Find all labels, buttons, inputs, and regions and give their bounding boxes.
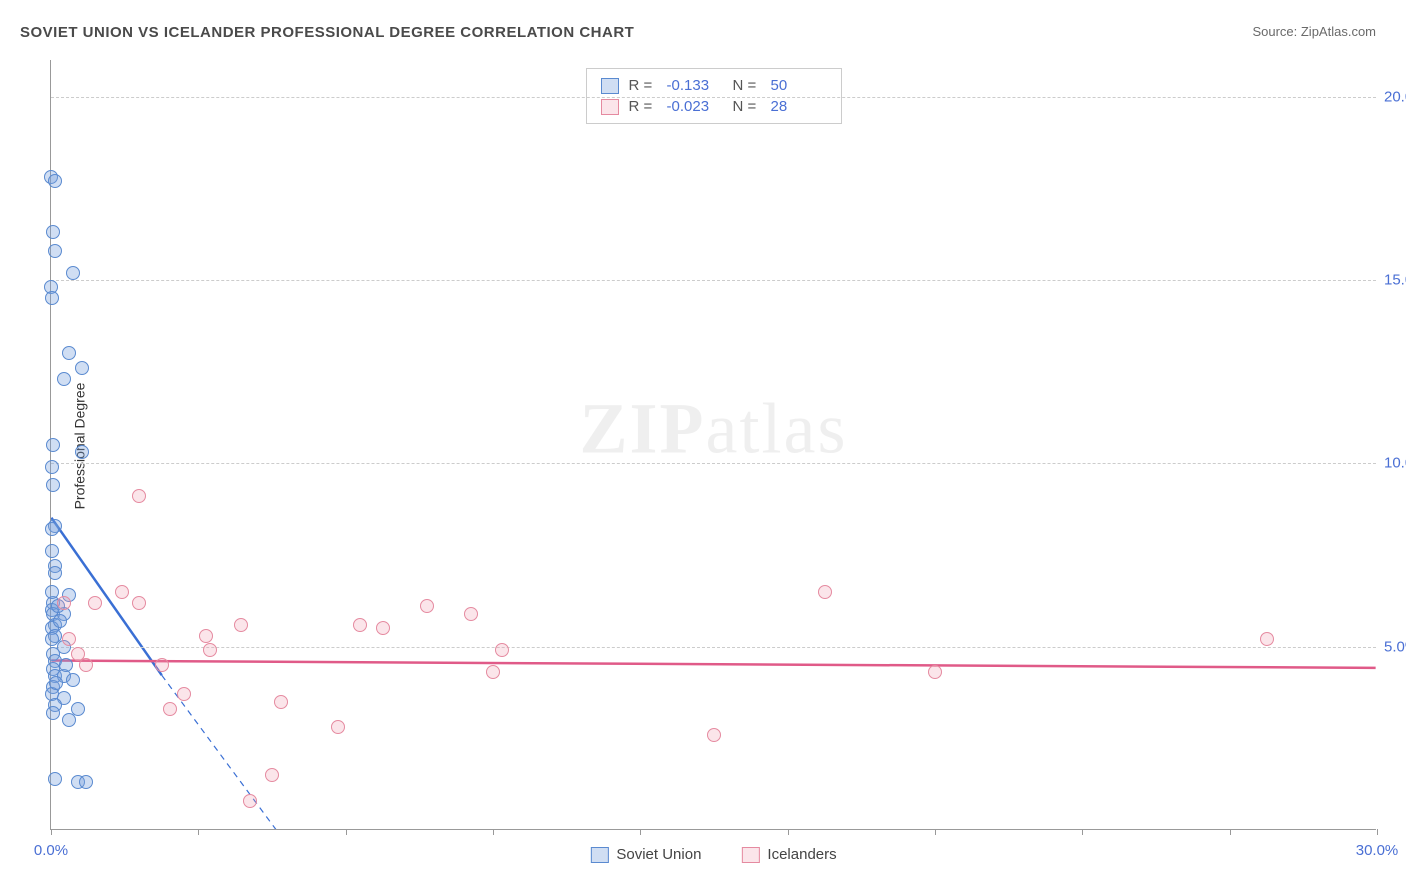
trend-lines [51,60,1376,829]
xtick-label: 30.0% [1356,842,1399,859]
gridline [51,463,1376,464]
data-point [79,658,93,672]
xtick [493,829,494,835]
data-point [234,618,248,632]
n-value-iceland: 28 [771,98,827,115]
gridline [51,280,1376,281]
data-point [199,629,213,643]
swatch-soviet [590,847,608,863]
data-point [75,445,89,459]
xtick [788,829,789,835]
data-point [486,665,500,679]
data-point [46,706,60,720]
data-point [132,596,146,610]
data-point [177,687,191,701]
data-point [62,713,76,727]
r-value-iceland: -0.023 [667,98,723,115]
swatch-iceland [741,847,759,863]
data-point [45,291,59,305]
data-point [66,266,80,280]
ytick-label: 10.0% [1384,455,1406,472]
data-point [353,618,367,632]
series-legend: Soviet Union Icelanders [590,846,836,863]
chart-title: SOVIET UNION VS ICELANDER PROFESSIONAL D… [20,24,634,41]
swatch-iceland [601,99,619,115]
data-point [62,632,76,646]
data-point [49,676,63,690]
legend-row-iceland: R = -0.023 N = 28 [601,96,827,117]
xtick [640,829,641,835]
xtick [935,829,936,835]
r-value-soviet: -0.133 [667,77,723,94]
xtick [198,829,199,835]
data-point [45,585,59,599]
data-point [265,768,279,782]
legend-row-soviet: R = -0.133 N = 50 [601,75,827,96]
xtick [1230,829,1231,835]
data-point [57,596,71,610]
data-point [928,665,942,679]
data-point [57,372,71,386]
data-point [45,544,59,558]
n-label: N = [733,98,761,115]
data-point [46,225,60,239]
data-point [464,607,478,621]
data-point [203,643,217,657]
r-label: R = [629,77,657,94]
data-point [243,794,257,808]
data-point [45,460,59,474]
data-point [53,614,67,628]
data-point [45,522,59,536]
data-point [48,174,62,188]
gridline [51,647,1376,648]
data-point [1260,632,1274,646]
ytick-label: 15.0% [1384,272,1406,289]
legend-label-iceland: Icelanders [767,846,836,863]
watermark-light: atlas [706,389,848,469]
chart-container: SOVIET UNION VS ICELANDER PROFESSIONAL D… [0,0,1406,892]
swatch-soviet [601,78,619,94]
data-point [48,772,62,786]
data-point [707,728,721,742]
data-point [45,632,59,646]
data-point [115,585,129,599]
data-point [376,621,390,635]
watermark-bold: ZIP [580,389,706,469]
data-point [818,585,832,599]
data-point [75,361,89,375]
xtick [346,829,347,835]
data-point [79,775,93,789]
legend-item-soviet: Soviet Union [590,846,701,863]
xtick [1082,829,1083,835]
r-label: R = [629,98,657,115]
data-point [59,658,73,672]
xtick [51,829,52,835]
data-point [48,244,62,258]
data-point [88,596,102,610]
data-point [331,720,345,734]
data-point [66,673,80,687]
xtick-label: 0.0% [34,842,68,859]
data-point [495,643,509,657]
n-label: N = [733,77,761,94]
watermark: ZIPatlas [580,388,848,471]
data-point [132,489,146,503]
n-value-soviet: 50 [771,77,827,94]
gridline [51,97,1376,98]
source-label: Source: ZipAtlas.com [1252,24,1376,39]
ytick-label: 5.0% [1384,638,1406,655]
data-point [155,658,169,672]
data-point [48,566,62,580]
xtick [1377,829,1378,835]
data-point [46,478,60,492]
data-point [420,599,434,613]
legend-item-iceland: Icelanders [741,846,836,863]
ytick-label: 20.0% [1384,88,1406,105]
plot-area: ZIPatlas R = -0.133 N = 50 R = -0.023 N … [50,60,1376,830]
data-point [46,438,60,452]
data-point [163,702,177,716]
data-point [274,695,288,709]
legend-label-soviet: Soviet Union [616,846,701,863]
data-point [62,346,76,360]
